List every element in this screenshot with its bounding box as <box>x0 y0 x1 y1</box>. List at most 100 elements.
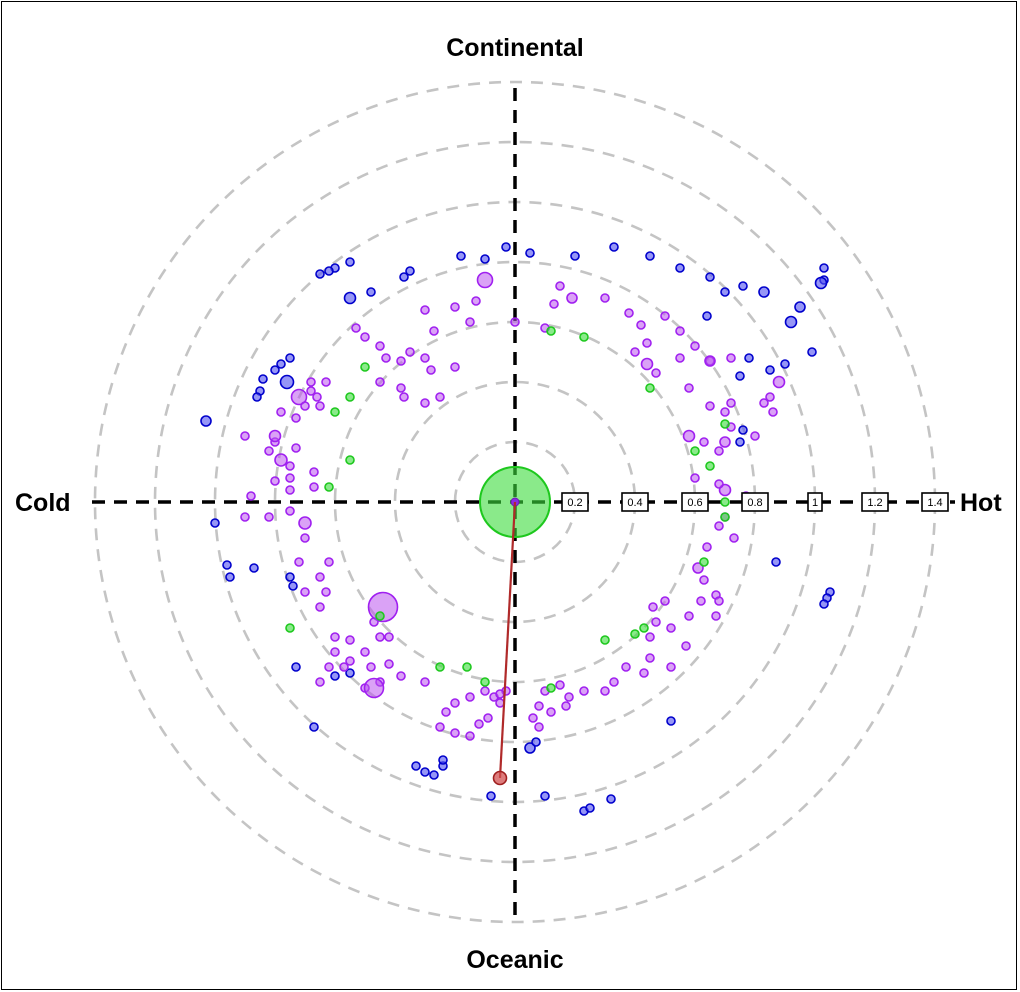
data-point-purple <box>286 486 294 494</box>
data-point-purple <box>631 348 639 356</box>
data-point-purple <box>367 663 375 671</box>
data-point-blue <box>331 672 339 680</box>
data-point-purple <box>275 454 287 466</box>
data-point-purple <box>567 293 577 303</box>
data-point-purple <box>652 618 660 626</box>
data-point-purple <box>661 597 669 605</box>
data-point-green <box>331 408 339 416</box>
data-point-blue <box>286 573 294 581</box>
data-point-purple <box>286 474 294 482</box>
data-point-purple <box>496 699 504 707</box>
data-point-purple <box>556 681 564 689</box>
data-point-purple <box>751 432 759 440</box>
highlight-line <box>500 502 515 778</box>
data-points <box>201 243 834 815</box>
tick-label: 0.6 <box>687 497 702 509</box>
data-point-purple <box>529 714 537 722</box>
data-point-blue <box>430 771 438 779</box>
data-point-purple <box>697 597 705 605</box>
data-point-green <box>706 462 714 470</box>
data-point-purple <box>331 648 339 656</box>
data-point-blue <box>487 792 495 800</box>
data-point-purple <box>397 357 405 365</box>
tick-label: 1.2 <box>867 497 882 509</box>
tick-label: 0.2 <box>567 497 582 509</box>
data-point-purple <box>430 327 438 335</box>
data-point-purple <box>427 366 435 374</box>
data-point-blue <box>721 288 729 296</box>
data-point-purple <box>346 636 354 644</box>
data-point-green <box>580 333 588 341</box>
data-point-purple <box>451 699 459 707</box>
data-point-purple <box>667 624 675 632</box>
data-point-blue <box>541 792 549 800</box>
data-point-green <box>346 393 354 401</box>
data-point-blue <box>526 249 534 257</box>
data-point-purple <box>715 480 723 488</box>
highlight-point <box>494 772 507 785</box>
data-point-purple <box>451 729 459 737</box>
tick-label: 0.8 <box>747 497 762 509</box>
data-point-purple <box>406 348 414 356</box>
data-point-purple <box>649 603 657 611</box>
data-point-green <box>691 447 699 455</box>
data-point-purple <box>646 654 654 662</box>
data-point-purple <box>316 402 324 410</box>
data-point-blue <box>808 348 816 356</box>
data-point-blue <box>820 600 828 608</box>
data-point-purple <box>286 462 294 470</box>
data-point-green <box>481 678 489 686</box>
data-point-blue <box>345 293 356 304</box>
data-point-blue <box>820 264 828 272</box>
data-point-purple <box>421 306 429 314</box>
data-point-blue <box>310 723 318 731</box>
data-point-purple <box>442 708 450 716</box>
data-point-purple <box>642 359 653 370</box>
data-point-green <box>547 327 555 335</box>
data-point-purple <box>484 714 492 722</box>
data-point-purple <box>667 663 675 671</box>
data-point-purple <box>436 393 444 401</box>
data-point-purple <box>241 432 249 440</box>
data-point-blue <box>736 372 744 380</box>
data-point-purple <box>301 588 309 596</box>
data-point-green <box>646 384 654 392</box>
data-point-blue <box>502 243 510 251</box>
data-point-blue <box>739 426 747 434</box>
axis-label-cold: Cold <box>15 489 71 517</box>
tick-label: 1.4 <box>927 497 942 509</box>
data-point-purple <box>475 720 483 728</box>
data-point-blue <box>325 267 333 275</box>
data-point-purple <box>691 474 699 482</box>
data-point-green <box>547 684 555 692</box>
data-point-blue <box>250 564 258 572</box>
data-point-purple <box>637 321 645 329</box>
data-point-purple <box>265 513 273 521</box>
data-point-blue <box>281 376 294 389</box>
data-point-blue <box>223 561 231 569</box>
data-point-purple <box>685 384 693 392</box>
data-point-blue <box>412 762 420 770</box>
data-point-purple <box>730 534 738 542</box>
data-point-purple <box>270 431 281 442</box>
data-point-purple <box>727 354 735 362</box>
data-point-blue <box>346 258 354 266</box>
data-point-purple <box>646 633 654 641</box>
data-point-purple <box>774 377 785 388</box>
data-point-green <box>436 663 444 671</box>
data-point-blue <box>421 768 429 776</box>
data-point-purple <box>421 399 429 407</box>
data-point-purple <box>361 648 369 656</box>
data-point-purple <box>310 468 318 476</box>
data-point-purple <box>640 669 648 677</box>
data-point-blue <box>571 252 579 260</box>
data-point-blue <box>646 252 654 260</box>
data-point-green <box>721 420 729 428</box>
data-point-purple <box>625 309 633 317</box>
data-point-blue <box>745 354 753 362</box>
data-point-blue <box>201 416 211 426</box>
data-point-purple <box>682 642 690 650</box>
axis-label-oceanic: Oceanic <box>466 946 563 974</box>
data-point-purple <box>397 384 405 392</box>
radial-tick-0.6: 0.6 <box>682 493 708 511</box>
